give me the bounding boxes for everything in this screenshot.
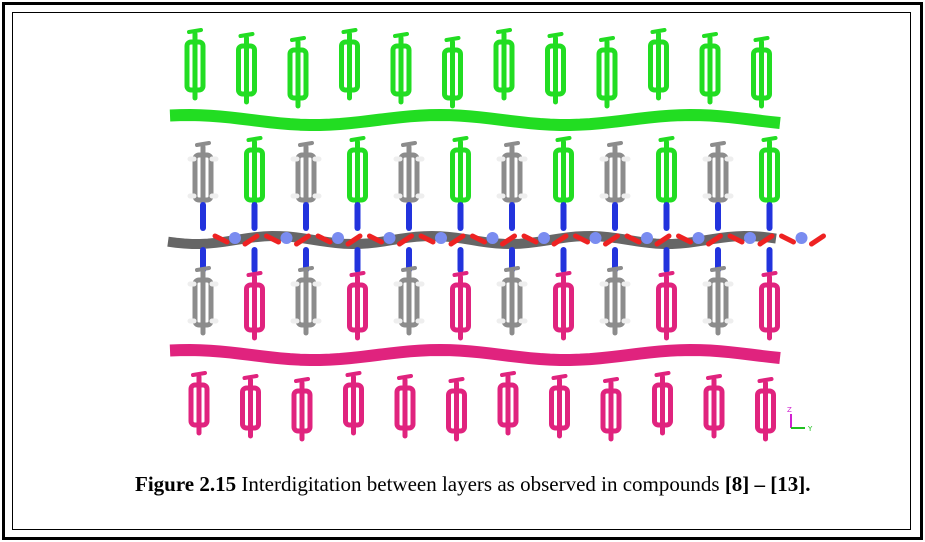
bond <box>487 232 499 244</box>
bond <box>384 232 396 244</box>
bond <box>435 232 447 244</box>
structure <box>168 30 824 439</box>
bond <box>760 379 772 381</box>
axis-z-label: Z <box>787 406 792 414</box>
bond <box>348 373 360 375</box>
bond <box>395 34 407 36</box>
bond <box>693 232 705 244</box>
bond <box>170 115 780 125</box>
bond <box>455 273 467 275</box>
bond <box>764 138 776 140</box>
bond <box>197 268 209 270</box>
bond <box>193 373 205 375</box>
caption: Figure 2.15 Interdigitation between laye… <box>135 472 811 497</box>
bond <box>609 268 621 270</box>
bond <box>550 34 562 36</box>
bond <box>657 373 669 375</box>
caption-text: Interdigitation between layers as observ… <box>236 472 725 496</box>
bond <box>812 236 824 244</box>
axis-indicator: Z Y <box>787 406 813 433</box>
bond <box>498 30 510 32</box>
bond <box>292 38 304 40</box>
bond <box>712 268 724 270</box>
bond <box>708 376 720 378</box>
bond <box>558 138 570 140</box>
bond <box>590 232 602 244</box>
bond <box>403 268 415 270</box>
bond <box>332 232 344 244</box>
bond <box>300 268 312 270</box>
bond <box>538 232 550 244</box>
bond <box>197 143 209 145</box>
bond <box>229 232 241 244</box>
bond <box>455 138 467 140</box>
bond <box>661 273 673 275</box>
bond <box>796 232 808 244</box>
bond <box>558 273 570 275</box>
bond <box>756 38 768 40</box>
bond <box>764 273 776 275</box>
bond <box>352 138 364 140</box>
bond <box>502 373 514 375</box>
bond <box>601 38 613 40</box>
bond <box>300 143 312 145</box>
page: Z Y Figure 2.15 Interdigitation between … <box>0 0 925 542</box>
bond <box>189 30 201 32</box>
bond <box>641 232 653 244</box>
bond <box>241 34 253 36</box>
bond <box>609 143 621 145</box>
bond <box>352 273 364 275</box>
bond <box>451 379 463 381</box>
axis-y-label: Y <box>807 425 813 433</box>
bond <box>170 350 780 360</box>
bond <box>281 232 293 244</box>
bond <box>447 38 459 40</box>
bond <box>249 138 261 140</box>
bond <box>653 30 665 32</box>
molecule-image: Z Y <box>0 0 925 542</box>
bond <box>605 379 617 381</box>
bond <box>554 376 566 378</box>
bond <box>506 268 518 270</box>
caption-refs: [8] – [13]. <box>725 472 811 496</box>
caption-label: Figure 2.15 <box>135 472 236 496</box>
bond <box>399 376 411 378</box>
bond <box>344 30 356 32</box>
bond <box>506 143 518 145</box>
bond <box>712 143 724 145</box>
bond <box>661 138 673 140</box>
bond <box>403 143 415 145</box>
bond <box>744 232 756 244</box>
bond <box>296 379 308 381</box>
bond <box>245 376 257 378</box>
bond <box>704 34 716 36</box>
bond <box>249 273 261 275</box>
bond <box>782 236 794 242</box>
